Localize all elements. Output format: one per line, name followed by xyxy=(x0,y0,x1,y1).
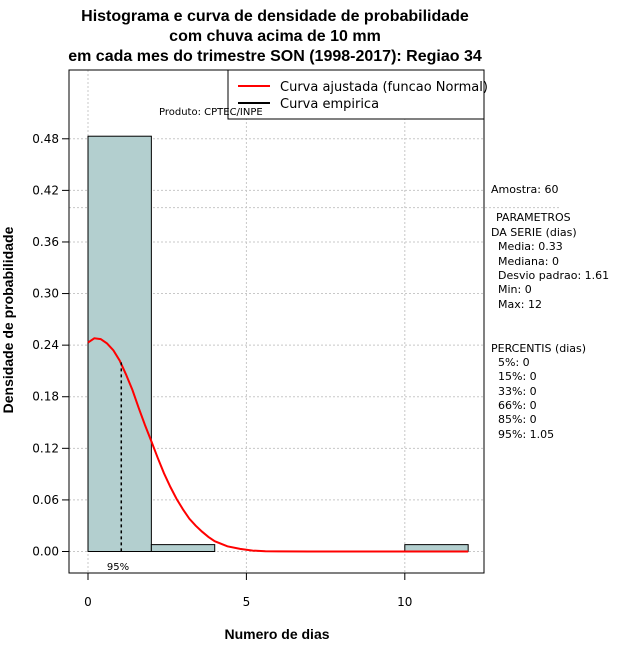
percentile-marker-label: 95% xyxy=(107,562,129,573)
parameter-stddev: Desvio padrao: 1.61 xyxy=(498,269,609,282)
y-tick-label: 0.06 xyxy=(32,493,59,507)
histogram-bar xyxy=(404,544,469,553)
parameters-heading-2: DA SERIE (dias) xyxy=(491,226,577,239)
y-tick-label: 0.24 xyxy=(32,338,59,352)
x-axis: 0 5 10 xyxy=(84,573,412,609)
histogram-bars xyxy=(87,135,469,553)
y-tick-label: 0.42 xyxy=(32,183,59,197)
histogram-bar xyxy=(150,544,216,553)
percentiles-heading: PERCENTIS (dias) xyxy=(491,342,586,355)
x-tick-label: 10 xyxy=(397,595,412,609)
y-tick-label: 0.48 xyxy=(32,132,59,146)
chart-title-line-3: em cada mes do trimestre SON (1998-2017)… xyxy=(68,48,482,65)
legend-empirical-label: Curva empirica xyxy=(280,97,379,112)
parameter-max: Max: 12 xyxy=(498,298,542,311)
percentile-95: 95%: 1.05 xyxy=(498,428,554,441)
x-axis-title: Numero de dias xyxy=(224,626,329,642)
percentile-66: 66%: 0 xyxy=(498,399,537,412)
x-tick-label: 5 xyxy=(243,595,251,609)
sample-label: Amostra: 60 xyxy=(491,183,558,196)
legend-box xyxy=(227,69,485,120)
y-tick-label: 0.36 xyxy=(32,235,59,249)
percentile-85: 85%: 0 xyxy=(498,413,537,426)
histogram-bar xyxy=(87,135,152,553)
legend-fitted-label: Curva ajustada (funcao Normal) xyxy=(280,80,488,95)
parameter-min: Min: 0 xyxy=(498,283,532,296)
parameter-median: Mediana: 0 xyxy=(498,255,559,268)
percentile-33: 33%: 0 xyxy=(498,385,537,398)
percentile-5: 5%: 0 xyxy=(498,356,530,369)
y-tick-label: 0.12 xyxy=(32,441,59,455)
parameter-mean: Media: 0.33 xyxy=(498,240,563,253)
legend: Curva ajustada (funcao Normal) Curva emp… xyxy=(227,69,488,120)
chart-title-line-2: com chuva acima de 10 mm xyxy=(169,28,381,45)
product-label: Produto: CPTEC/INPE xyxy=(159,107,263,118)
y-axis: 0.00 0.06 0.12 0.18 0.24 0.30 0.36 0.42 0.48 xyxy=(32,132,69,559)
chart-title-line-1: Histograma e curva de densidade de proba… xyxy=(81,8,469,25)
percentile-15: 15%: 0 xyxy=(498,370,537,383)
parameters-heading-1: PARAMETROS xyxy=(496,211,571,224)
x-tick-label: 0 xyxy=(84,595,92,609)
y-tick-label: 0.00 xyxy=(32,545,59,559)
y-tick-label: 0.18 xyxy=(32,390,59,404)
y-tick-label: 0.30 xyxy=(32,287,59,301)
y-axis-title: Densidade de probabilidade xyxy=(0,226,16,413)
